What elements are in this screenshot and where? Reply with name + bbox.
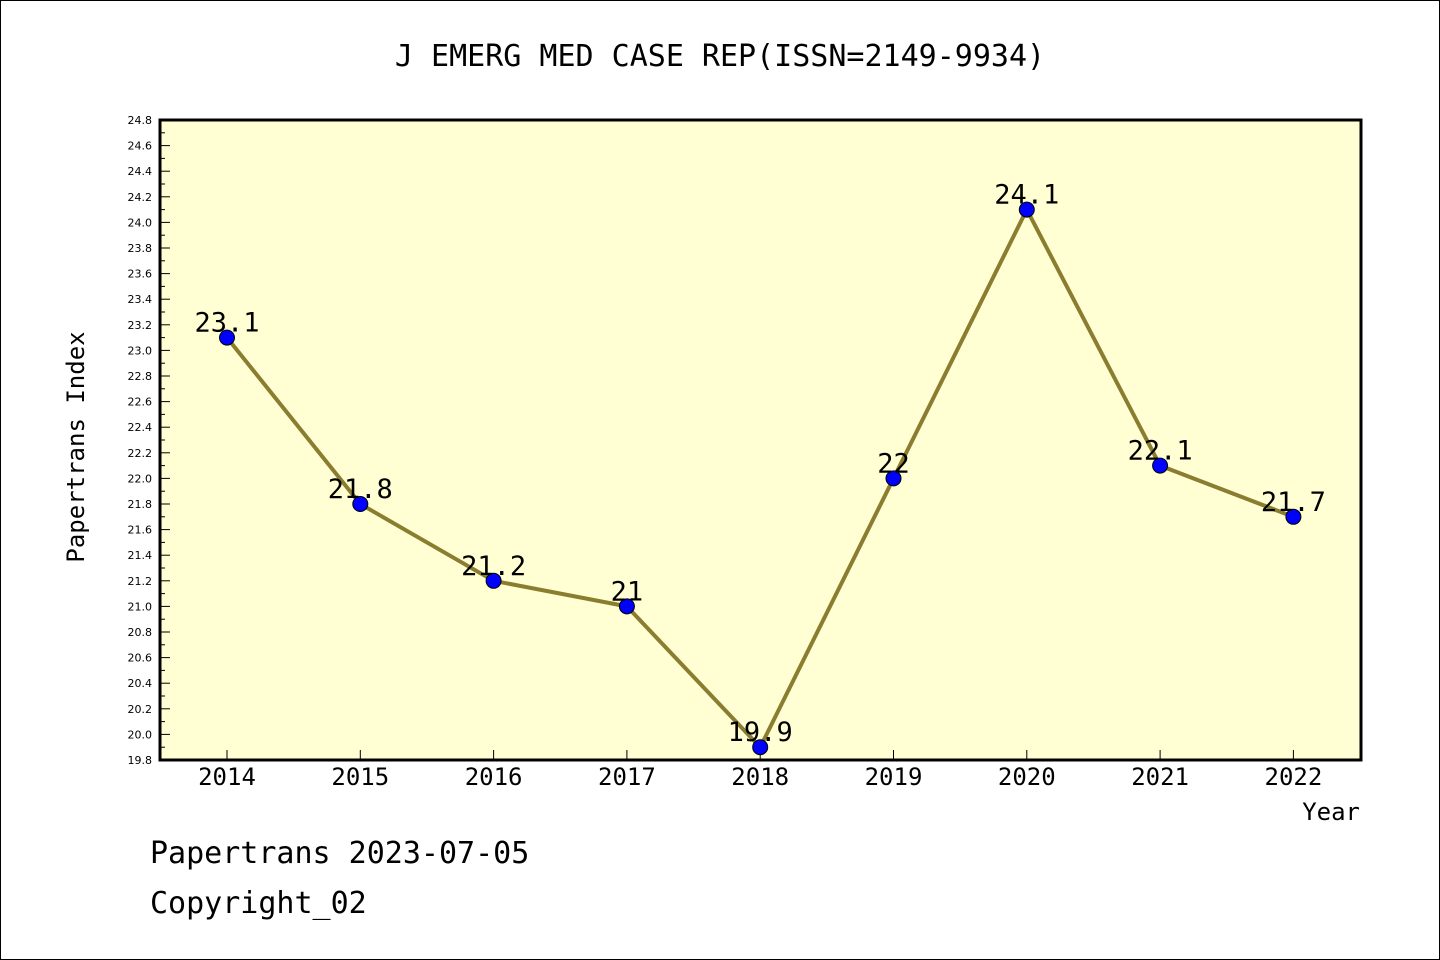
data-label: 21.7 (1261, 487, 1326, 518)
data-label: 22 (877, 448, 910, 479)
y-tick-label: 23.0 (128, 344, 153, 357)
y-tick-label: 23.6 (128, 268, 153, 281)
y-tick-label: 22.8 (128, 370, 153, 383)
x-axis-label: Year (1302, 798, 1360, 826)
x-tick-label: 2021 (1131, 763, 1189, 791)
y-tick-label: 20.0 (128, 728, 153, 741)
y-tick-label: 21.6 (128, 524, 153, 537)
y-tick-label: 21.8 (128, 498, 153, 511)
chart-title: J EMERG MED CASE REP(ISSN=2149-9934) (395, 39, 1045, 74)
y-tick-label: 23.8 (128, 242, 153, 255)
data-point (885, 470, 902, 487)
y-tick-label: 20.8 (128, 626, 153, 639)
x-tick-label: 2019 (865, 763, 923, 791)
y-axis: 19.8 20.0 20.2 20.4 20.6 20.8 21.0 21.2 21.4 21.6… (128, 114, 170, 767)
y-tick-label: 24.6 (128, 140, 153, 153)
y-tick-label: 21.0 (128, 600, 153, 613)
footer-date-text: Papertrans 2023-07-05 (150, 836, 529, 871)
y-tick-label: 20.2 (128, 703, 153, 716)
data-point (485, 572, 502, 589)
y-tick-label: 20.4 (128, 677, 153, 690)
data-label: 19.9 (728, 717, 793, 748)
y-tick-label: 24.8 (128, 114, 153, 127)
y-tick-label: 22.6 (128, 396, 153, 409)
x-tick-label: 2020 (998, 763, 1056, 791)
data-label: 21.2 (461, 551, 526, 582)
y-tick-label: 22.4 (128, 421, 153, 434)
data-point (1152, 457, 1169, 474)
y-tick-label: 23.4 (128, 293, 153, 306)
y-tick-label: 20.6 (128, 652, 153, 665)
data-point (352, 496, 369, 512)
y-tick-label: 24.2 (128, 191, 153, 204)
y-tick-label: 24.0 (128, 216, 153, 229)
y-tick-label: 21.2 (128, 575, 153, 588)
data-point (1285, 508, 1302, 525)
footer-copyright-text: Copyright_02 (150, 886, 367, 921)
data-label-layer: 23.1 21.8 21.2 21 19.9 22 24.1 22.1 21.7 (194, 180, 1325, 749)
x-tick-label: 2018 (731, 763, 789, 791)
y-tick-label: 22.2 (128, 447, 153, 460)
x-tick-label: 2017 (598, 763, 656, 791)
x-tick-label: 2022 (1265, 763, 1323, 791)
data-label: 22.1 (1128, 436, 1193, 467)
y-tick-label: 21.4 (128, 549, 153, 562)
y-tick-label: 23.2 (128, 319, 153, 332)
data-label: 21.8 (328, 474, 393, 505)
data-point (1018, 201, 1035, 218)
plot-area (158, 118, 1363, 762)
data-point (752, 739, 769, 756)
x-tick-label: 2014 (198, 763, 256, 791)
x-tick-label: 2016 (465, 763, 523, 791)
y-tick-label: 22.0 (128, 472, 153, 485)
x-tick-label: 2015 (331, 763, 389, 791)
series-layer (219, 201, 1302, 756)
data-label: 23.1 (194, 308, 259, 339)
data-label: 24.1 (994, 180, 1059, 211)
y-tick-label: 19.8 (128, 754, 153, 767)
data-label: 21 (611, 576, 644, 607)
x-axis: 2014 2015 2016 2017 2018 2019 2020 2021 2022 (198, 750, 1322, 791)
y-axis-label: Papertrans Index (62, 331, 90, 562)
data-point (219, 329, 235, 346)
data-point (618, 598, 635, 615)
y-tick-label: 24.4 (128, 165, 153, 178)
